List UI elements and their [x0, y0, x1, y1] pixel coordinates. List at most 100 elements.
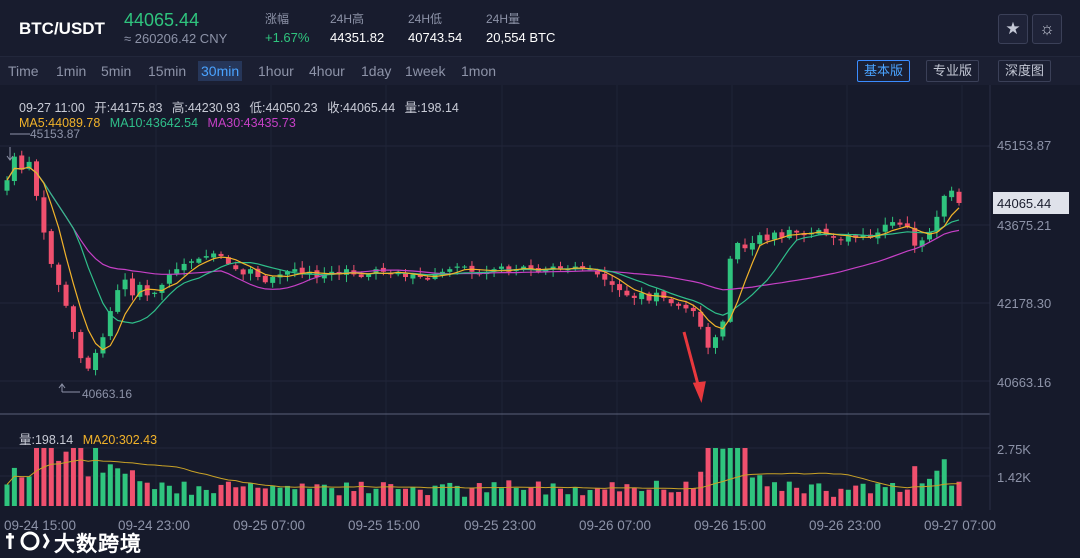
interval-15min[interactable]: 15min — [148, 63, 187, 79]
ma-legend: MA5:44089.78 MA10:43642.54 MA30:43435.73 — [19, 116, 296, 130]
view-basic-button[interactable]: 基本版 — [857, 60, 911, 82]
volume-value: 20,554 BTC — [486, 30, 556, 45]
volume-tick: 1.42K — [997, 470, 1031, 485]
candle-body — [447, 269, 453, 272]
volume-bar — [491, 482, 497, 506]
candle-body — [211, 253, 217, 258]
volume-ma20-legend: MA20:302.43 — [82, 433, 158, 447]
volume-bar — [277, 487, 283, 506]
candle-body — [240, 269, 246, 275]
candle-body — [646, 293, 652, 301]
candle-body — [159, 284, 165, 293]
volume-bar — [4, 484, 10, 506]
volume-bar — [211, 493, 217, 506]
change-label: 涨幅 — [265, 12, 290, 26]
volume-bar — [410, 487, 416, 506]
volume-bar — [897, 491, 903, 506]
candle-body — [93, 352, 99, 371]
low-label: 24H低 — [408, 12, 443, 26]
time-tick: 09-25 15:00 — [348, 518, 420, 533]
volume-bar — [816, 483, 822, 506]
interval-1day[interactable]: 1day — [361, 63, 392, 79]
candle-body — [934, 216, 940, 232]
interval-4hour[interactable]: 4hour — [309, 63, 345, 79]
candle-body — [742, 244, 748, 249]
view-pro-button[interactable]: 专业版 — [926, 60, 980, 82]
watermark-text: 大数跨境 — [54, 533, 142, 556]
symbol-pair[interactable]: BTC/USDT — [19, 19, 105, 38]
interval-1hour[interactable]: 1hour — [258, 63, 294, 79]
candle-body — [594, 270, 600, 275]
volume-bar — [255, 487, 261, 506]
view-depth-button[interactable]: 深度图 — [998, 60, 1052, 82]
volume-bar — [403, 488, 409, 506]
price-tick: 43675.21 — [997, 218, 1051, 233]
volume-bar — [373, 488, 379, 506]
volume-bar — [336, 495, 342, 506]
candle-body — [321, 274, 327, 279]
interval-toolbar: Time 1min 5min 15min 30min 1hour 4hour 1… — [0, 56, 1080, 85]
ma30-legend: MA30:43435.73 — [207, 116, 296, 130]
candle-body — [956, 191, 962, 203]
volume-bar — [587, 490, 593, 506]
volume-bar — [882, 487, 888, 506]
volume-bar — [41, 448, 47, 506]
candle-body — [262, 275, 268, 283]
candle-body — [543, 269, 549, 273]
volume-bar — [617, 491, 623, 506]
candle-body — [919, 240, 925, 247]
volume-bar — [380, 482, 386, 506]
candle-body — [668, 299, 674, 304]
price-tick: 45153.87 — [997, 138, 1051, 153]
volume-bar — [181, 481, 187, 506]
interval-1min[interactable]: 1min — [56, 63, 87, 79]
volume-bar — [927, 478, 932, 506]
volume-bar — [115, 468, 121, 506]
volume-bar — [100, 472, 106, 506]
interval-1mon[interactable]: 1mon — [461, 63, 497, 79]
volume-bar — [676, 491, 682, 506]
candle-body — [255, 268, 261, 278]
volume-bar — [351, 491, 357, 506]
interval-30min[interactable]: 30min — [198, 61, 243, 81]
candle-body — [639, 292, 645, 300]
time-tick: 09-24 15:00 — [4, 518, 76, 533]
volume-bar — [137, 481, 143, 506]
candle-body — [48, 231, 54, 264]
volume-bar — [447, 482, 453, 506]
kline-chart[interactable]: 45153.87 40663.16 45153.87 43675.21 4217… — [0, 85, 1080, 558]
sun-icon[interactable]: ☼ — [1032, 14, 1062, 44]
candle-body — [749, 243, 755, 250]
chart-grid — [0, 85, 990, 510]
interval-1week[interactable]: 1week — [405, 63, 446, 79]
candle-body — [558, 266, 563, 270]
volume-bar — [85, 476, 91, 506]
interval-5min[interactable]: 5min — [101, 63, 132, 79]
ohlc-date: 09-27 11:00 — [19, 101, 85, 115]
volume-bar — [11, 467, 17, 506]
candle-body — [166, 274, 172, 284]
volume-bar — [56, 460, 62, 506]
volume-bar — [225, 481, 231, 506]
time-tick: 09-24 23:00 — [118, 518, 190, 533]
change-value: +1.67% — [265, 30, 310, 45]
high-label: 24H高 — [330, 12, 365, 26]
candle-body — [794, 230, 800, 233]
volume-bar — [683, 481, 689, 506]
star-icon[interactable]: ★ — [998, 14, 1028, 44]
candle-body — [949, 190, 955, 198]
volume-bar — [262, 488, 268, 506]
volume-bar — [233, 487, 239, 506]
volume-bar — [875, 483, 881, 506]
candle-body — [181, 263, 187, 271]
volume-bar — [624, 484, 630, 506]
candle-body — [941, 195, 947, 217]
volume-bar — [122, 473, 128, 506]
interval-time[interactable]: Time — [8, 63, 39, 79]
candle-body — [735, 243, 741, 260]
candle-body — [292, 269, 298, 272]
current-price-value: 44065.44 — [997, 196, 1051, 211]
candle-body — [85, 357, 91, 369]
volume-bar — [838, 488, 844, 506]
candle-body — [772, 232, 778, 240]
